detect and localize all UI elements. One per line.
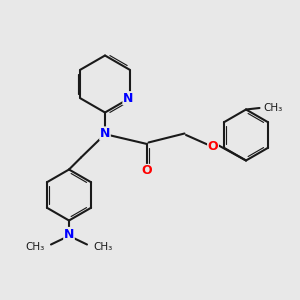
Text: N: N [123, 92, 134, 105]
Text: N: N [100, 127, 110, 140]
Text: N: N [64, 227, 74, 241]
Text: CH₃: CH₃ [93, 242, 112, 253]
Text: CH₃: CH₃ [263, 103, 282, 113]
Text: CH₃: CH₃ [26, 242, 45, 253]
Text: O: O [142, 164, 152, 178]
Text: O: O [208, 140, 218, 154]
